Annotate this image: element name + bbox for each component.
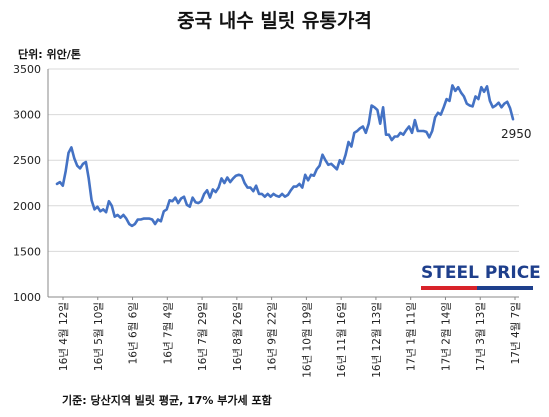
x-tick-label: 16년 12월 13일 [370, 302, 383, 378]
grid-lines [48, 68, 519, 252]
x-tick-label: 17년 4월 7일 [509, 302, 522, 364]
x-tick-label: 17년 2월 14일 [439, 302, 452, 371]
x-tick-label: 17년 3월 13일 [474, 302, 487, 371]
x-tick-label: 17년 1월 11일 [405, 302, 418, 371]
end-value-label: 2950 [501, 127, 532, 141]
data-labels: 2950 [501, 127, 532, 141]
unit-label: 단위: 위안/톤 [18, 48, 81, 61]
x-tick-labels: 16년 4월 12일 16년 5월 10일 16년 6월 6일 16년 7월 4일 16… [57, 302, 522, 378]
x-tick-label: 16년 7월 29일 [196, 302, 209, 371]
steel-price-logo: STEEL PRICE [421, 263, 541, 290]
y-tick-label: 3500 [13, 63, 41, 76]
axes [47, 69, 519, 300]
chart-title: 중국 내수 빌릿 유통가격 [177, 10, 372, 32]
series-line [55, 84, 515, 228]
y-tick-label: 2000 [13, 200, 41, 213]
x-tick-label: 16년 5월 10일 [92, 302, 105, 371]
x-tick-label: 16년 9월 22일 [266, 302, 279, 371]
x-tick-label: 16년 10월 19일 [300, 302, 313, 378]
y-tick-label: 1500 [13, 245, 41, 258]
y-tick-label: 2500 [13, 154, 41, 167]
y-tick-label: 3000 [13, 109, 41, 122]
source-note: 기준: 당산지역 빌릿 평균, 17% 부가세 포함 [62, 394, 272, 407]
x-tick-label: 16년 7월 4일 [161, 302, 174, 364]
y-tick-labels: 1000 1500 2000 2500 3000 3500 [13, 63, 41, 304]
logo-text: STEEL PRICE [421, 263, 541, 283]
x-tick-label: 16년 8월 26일 [231, 302, 244, 371]
x-tick-label: 16년 6월 6일 [127, 302, 140, 364]
x-tick-label: 16년 11월 16일 [335, 302, 348, 378]
x-tick-label: 16년 4월 12일 [57, 302, 70, 371]
logo-blue-bar [477, 286, 533, 290]
y-tick-label: 1000 [13, 291, 41, 304]
series [55, 84, 515, 228]
logo-red-bar [421, 286, 477, 290]
